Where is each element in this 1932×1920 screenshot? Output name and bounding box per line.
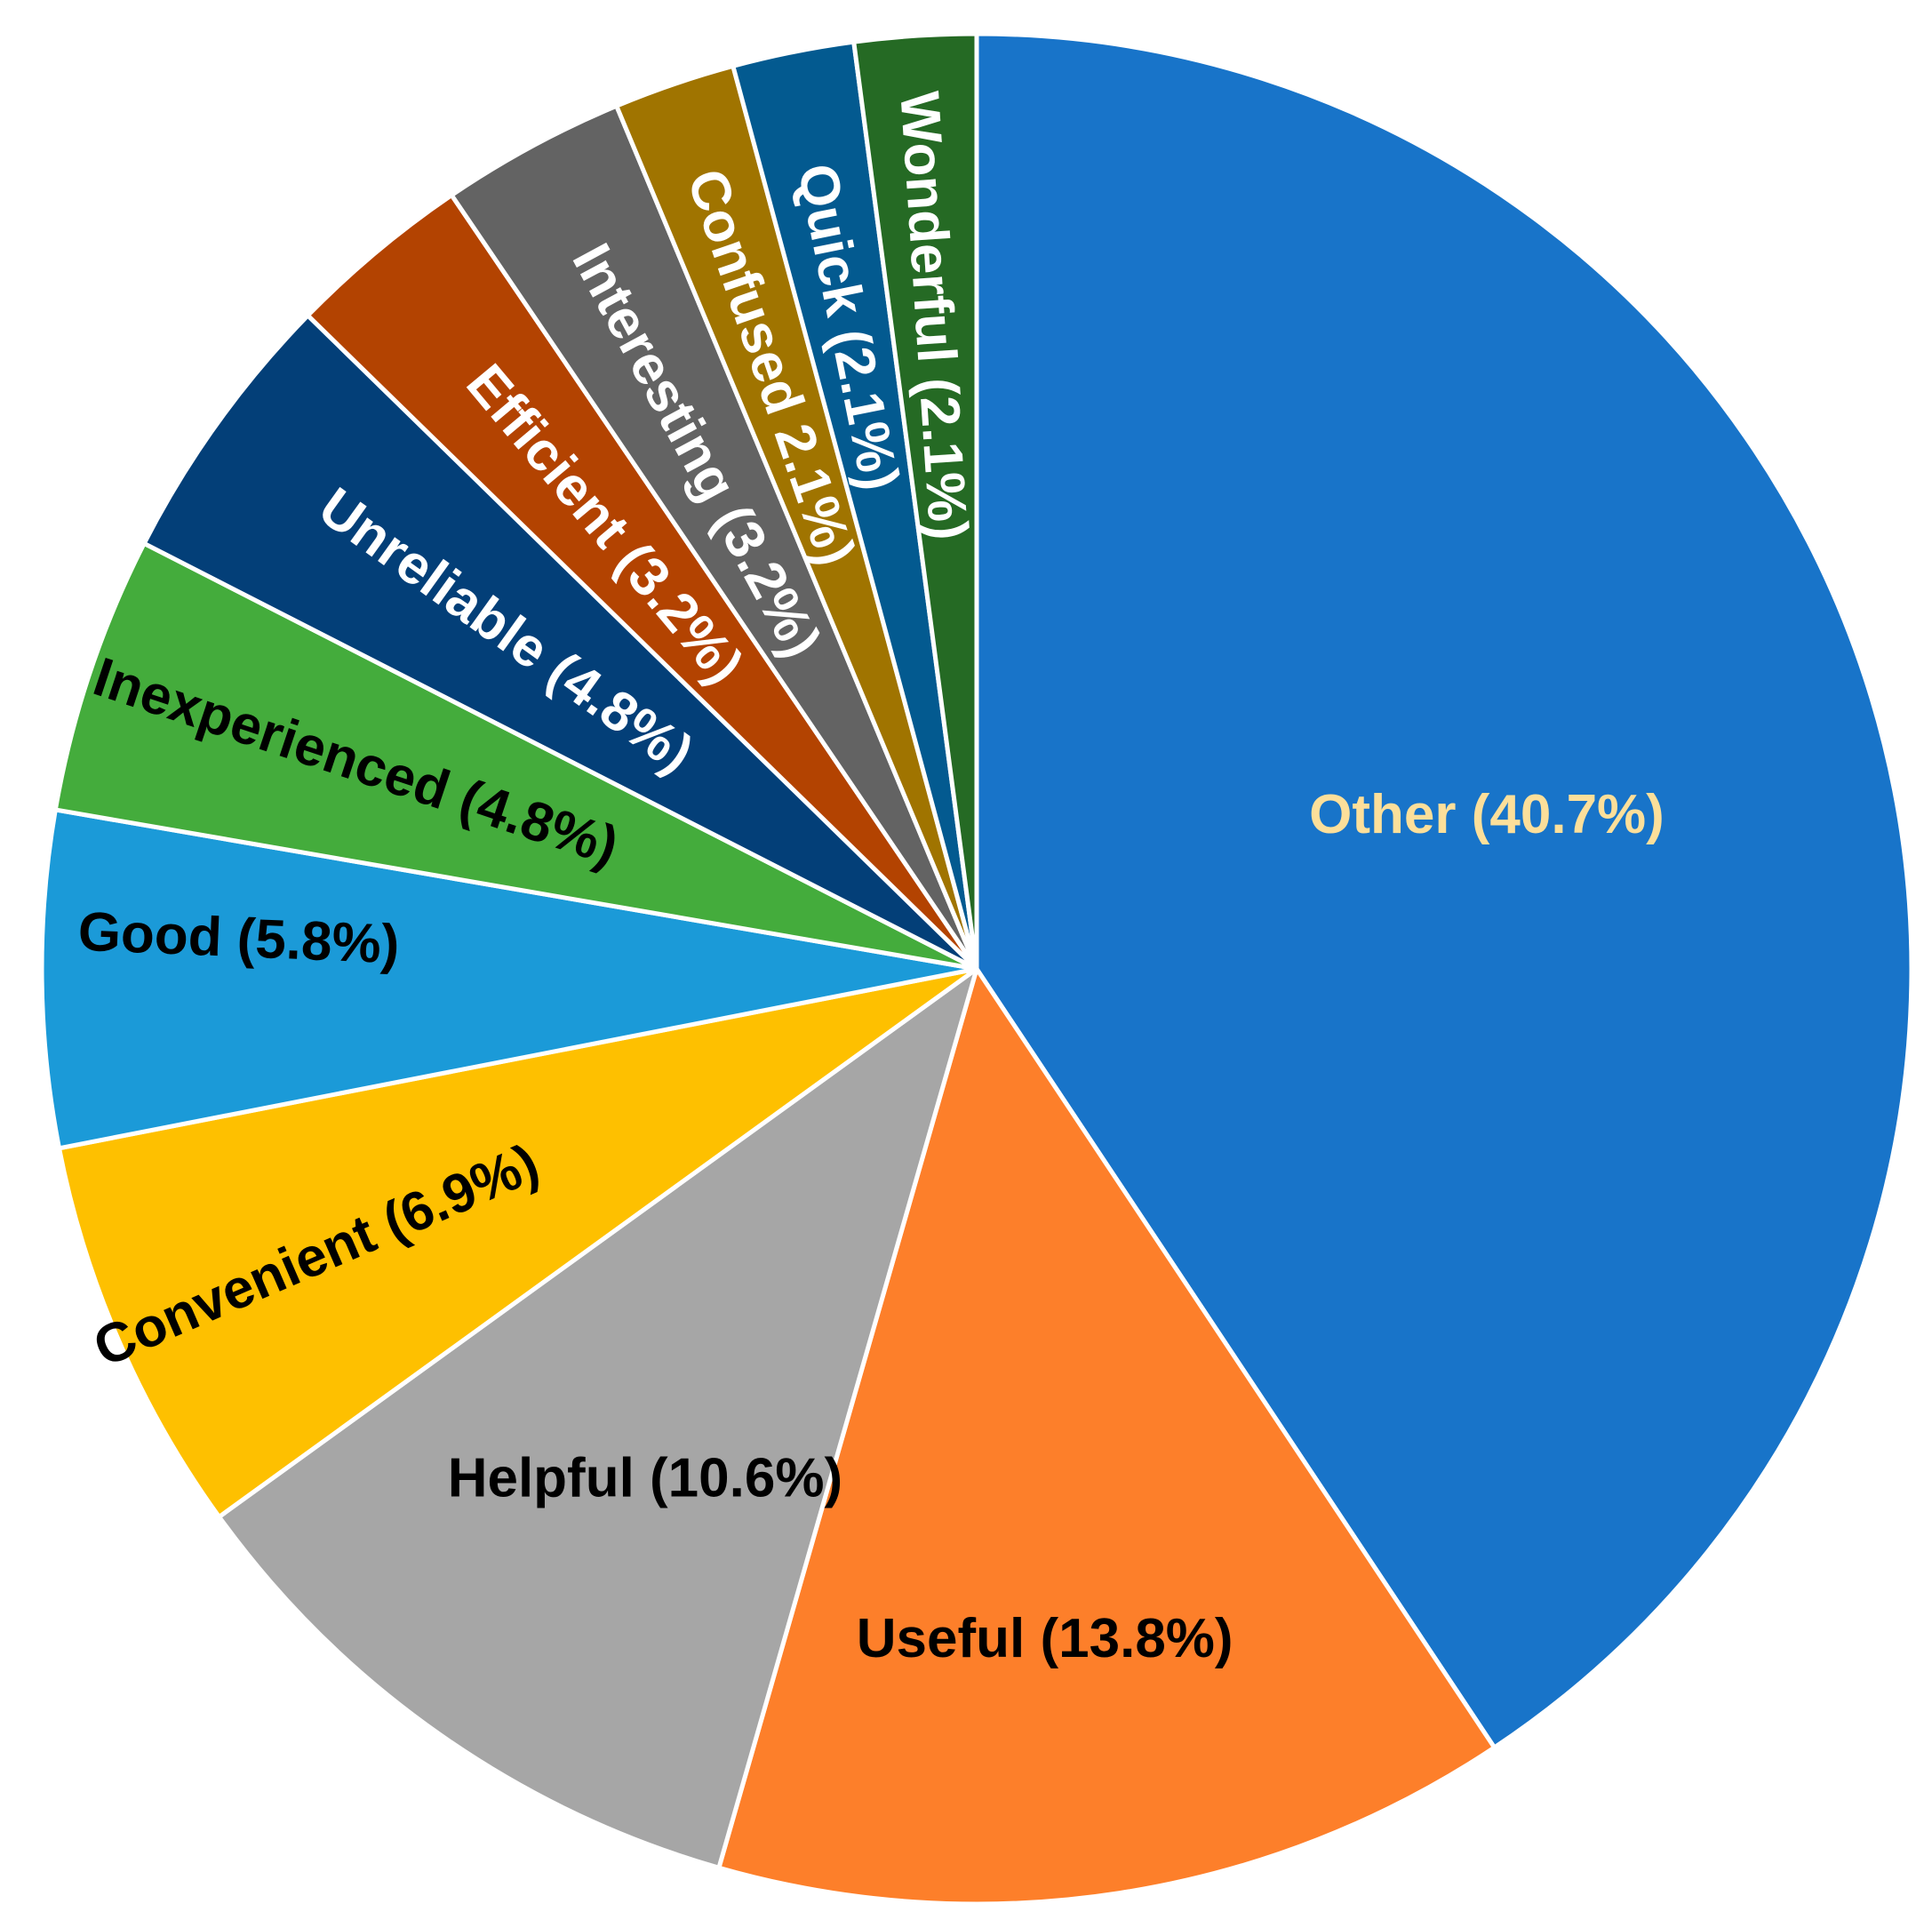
pie-slice-useful <box>716 966 1497 1907</box>
pie-label-useful: Useful (13.8%) <box>857 1608 1233 1669</box>
pie-slice-good <box>39 807 979 1151</box>
pie-label-other: Other (40.7%) <box>1309 784 1665 845</box>
pie-slice-helpful <box>217 966 979 1870</box>
pie-slice-convenient <box>57 966 979 1519</box>
pie-slice-wonderful <box>851 31 979 972</box>
slices-group <box>39 31 1914 1907</box>
pie-label-helpful: Helpful (10.6%) <box>448 1448 842 1509</box>
pie-label-good: Good (5.8%) <box>77 901 401 976</box>
pie-slice-inexperienced <box>52 540 979 972</box>
pie-slice-unreliable <box>141 313 979 972</box>
